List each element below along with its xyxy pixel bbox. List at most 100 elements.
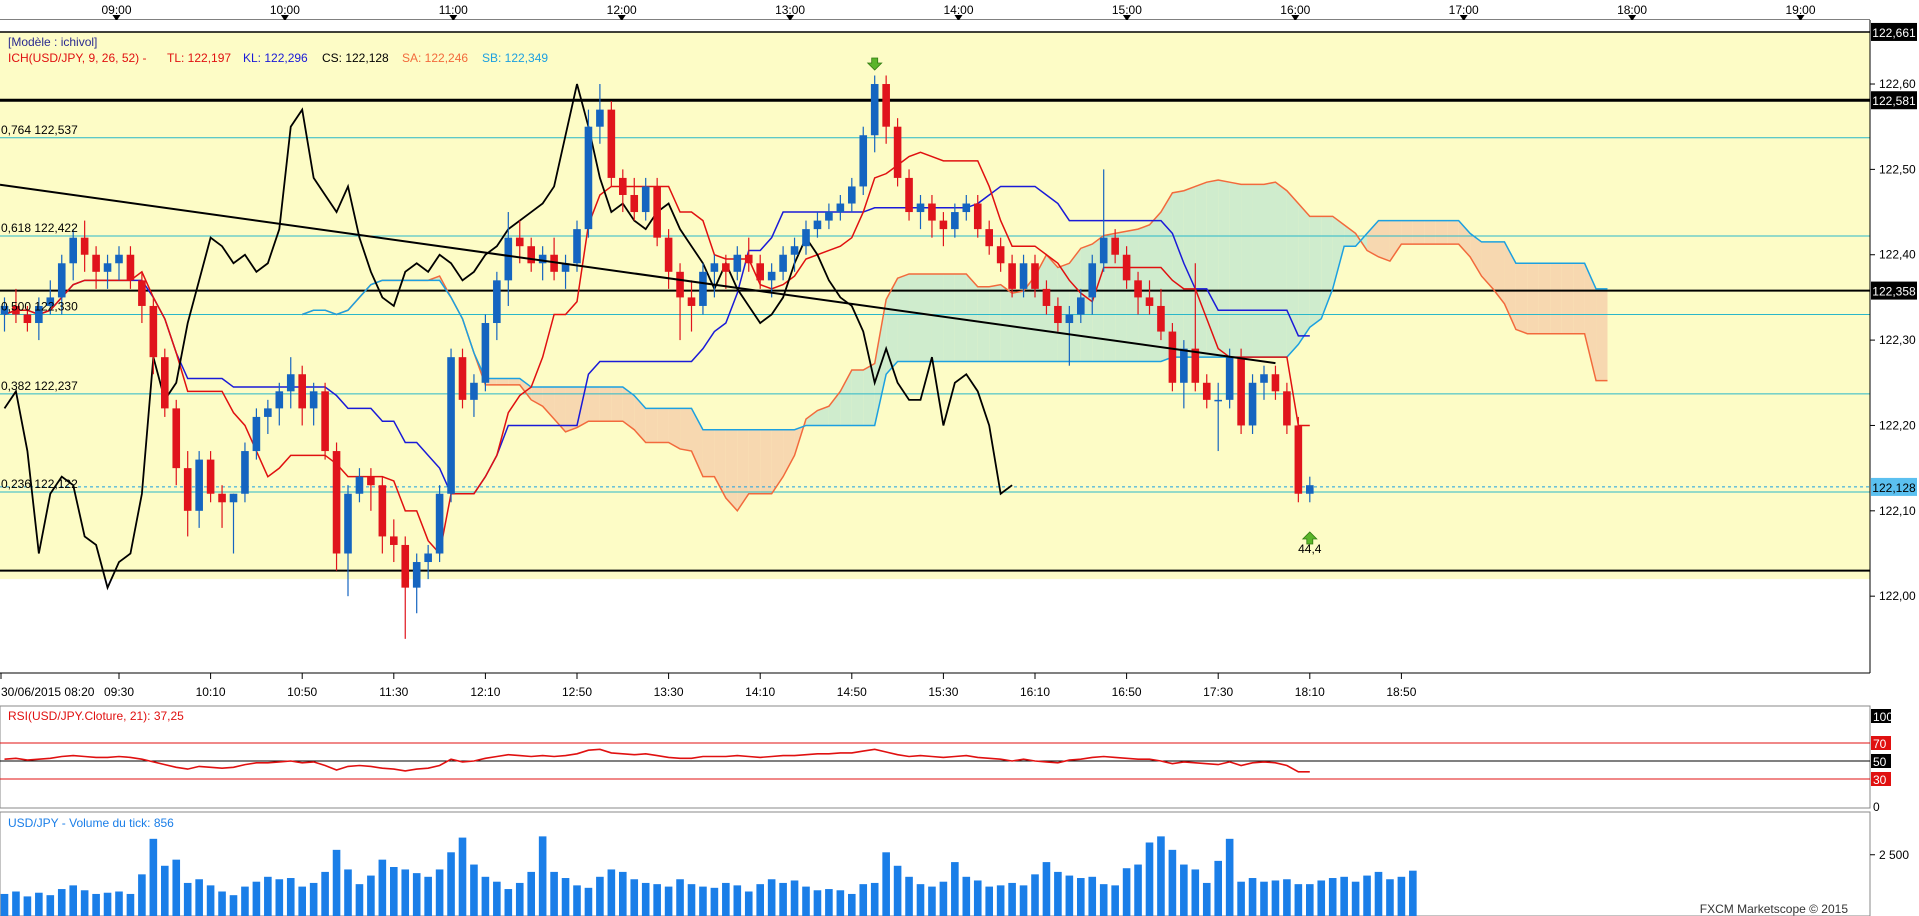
candle[interactable] (813, 212, 822, 238)
rsi-panel[interactable]: RSI(USD/JPY.Cloture, 21): 37,25 100 70 50 3… (0, 705, 1893, 814)
volume-panel[interactable]: USD/JPY - Volume du tick: 856 2 500 FXCM… (0, 811, 1909, 916)
candle[interactable] (92, 246, 100, 289)
candle[interactable] (378, 476, 387, 554)
candle[interactable] (1306, 476, 1314, 503)
candle[interactable] (1122, 246, 1131, 289)
candle[interactable] (573, 220, 581, 272)
candle[interactable] (1260, 365, 1268, 400)
candle[interactable] (973, 194, 982, 238)
candle[interactable] (1088, 254, 1097, 315)
candle[interactable] (1134, 271, 1142, 315)
candle[interactable] (0, 297, 9, 332)
candle[interactable] (779, 246, 787, 281)
candle[interactable] (710, 254, 719, 298)
candle[interactable] (916, 194, 925, 230)
candle[interactable] (447, 348, 455, 503)
candle[interactable] (619, 169, 627, 213)
candle[interactable] (57, 254, 66, 315)
candle[interactable] (309, 382, 318, 426)
candle[interactable] (35, 297, 43, 341)
candle[interactable] (1283, 382, 1291, 434)
candle[interactable] (825, 203, 833, 230)
candle[interactable] (1237, 348, 1245, 434)
candle[interactable] (985, 220, 993, 255)
candle[interactable] (390, 519, 398, 563)
candle[interactable] (515, 220, 524, 264)
candle[interactable] (756, 254, 764, 289)
candle[interactable] (229, 493, 238, 554)
candle[interactable] (115, 246, 123, 281)
candle[interactable] (435, 485, 444, 563)
candle[interactable] (882, 75, 890, 144)
candle[interactable] (252, 408, 261, 460)
candle[interactable] (676, 263, 684, 341)
candle[interactable] (859, 126, 868, 195)
candle[interactable] (401, 536, 410, 639)
candle[interactable] (126, 246, 135, 289)
trend-line[interactable] (0, 183, 1276, 365)
candle[interactable] (538, 246, 547, 281)
candle[interactable] (183, 451, 192, 537)
candle[interactable] (23, 305, 32, 332)
candle[interactable] (1077, 288, 1085, 324)
candle[interactable] (195, 451, 203, 528)
candle[interactable] (344, 485, 352, 597)
candle[interactable] (870, 75, 879, 153)
candle[interactable] (951, 203, 959, 238)
candle[interactable] (1008, 254, 1016, 298)
candle[interactable] (424, 544, 432, 580)
candle[interactable] (149, 297, 158, 375)
candle[interactable] (12, 288, 20, 324)
candle[interactable] (1099, 169, 1108, 272)
candle[interactable] (790, 237, 799, 272)
candle[interactable] (161, 348, 169, 417)
candle[interactable] (928, 194, 936, 238)
candle[interactable] (1145, 280, 1154, 315)
candle[interactable] (1111, 229, 1119, 264)
candle[interactable] (470, 374, 478, 417)
candle[interactable] (1202, 374, 1211, 409)
candle[interactable] (1271, 365, 1280, 400)
candle[interactable] (172, 399, 181, 486)
candle[interactable] (1065, 305, 1074, 366)
candle[interactable] (550, 237, 558, 281)
candle[interactable] (1225, 348, 1234, 409)
candle[interactable] (481, 314, 490, 392)
candle[interactable] (1019, 254, 1028, 298)
candle[interactable] (939, 212, 948, 247)
candle[interactable] (687, 280, 696, 332)
candle[interactable] (596, 84, 604, 144)
candle[interactable] (504, 212, 513, 306)
candle[interactable] (527, 237, 535, 272)
candle[interactable] (241, 442, 249, 503)
candle[interactable] (733, 246, 742, 281)
candle[interactable] (321, 382, 329, 460)
candle[interactable] (1248, 374, 1257, 434)
candle[interactable] (275, 382, 284, 426)
candle[interactable] (218, 485, 226, 528)
candle[interactable] (722, 254, 730, 289)
candle[interactable] (848, 177, 856, 213)
candle[interactable] (836, 194, 845, 221)
candle[interactable] (1294, 416, 1303, 503)
candle[interactable] (206, 451, 215, 503)
candle[interactable] (80, 220, 89, 272)
candle[interactable] (630, 177, 639, 221)
candle[interactable] (584, 109, 593, 238)
price-axis[interactable]: 122,60 122,50 122,40 122,30 122,20 122,10 122,… (1869, 20, 1917, 673)
candle[interactable] (458, 348, 467, 409)
candle[interactable] (412, 553, 421, 614)
candle[interactable] (893, 118, 902, 187)
candle[interactable] (103, 254, 112, 289)
price-panel[interactable]: 0,764 122,537 0,618 122,422 0,500 122,330 0… (0, 20, 1870, 673)
candle[interactable] (802, 220, 810, 255)
candle[interactable] (561, 254, 570, 289)
candle[interactable] (1214, 382, 1222, 452)
candle[interactable] (653, 177, 661, 247)
candle[interactable] (699, 263, 707, 315)
candle[interactable] (1191, 263, 1200, 392)
candle[interactable] (286, 357, 295, 409)
candlesticks[interactable] (0, 75, 1314, 639)
candle[interactable] (69, 229, 77, 281)
